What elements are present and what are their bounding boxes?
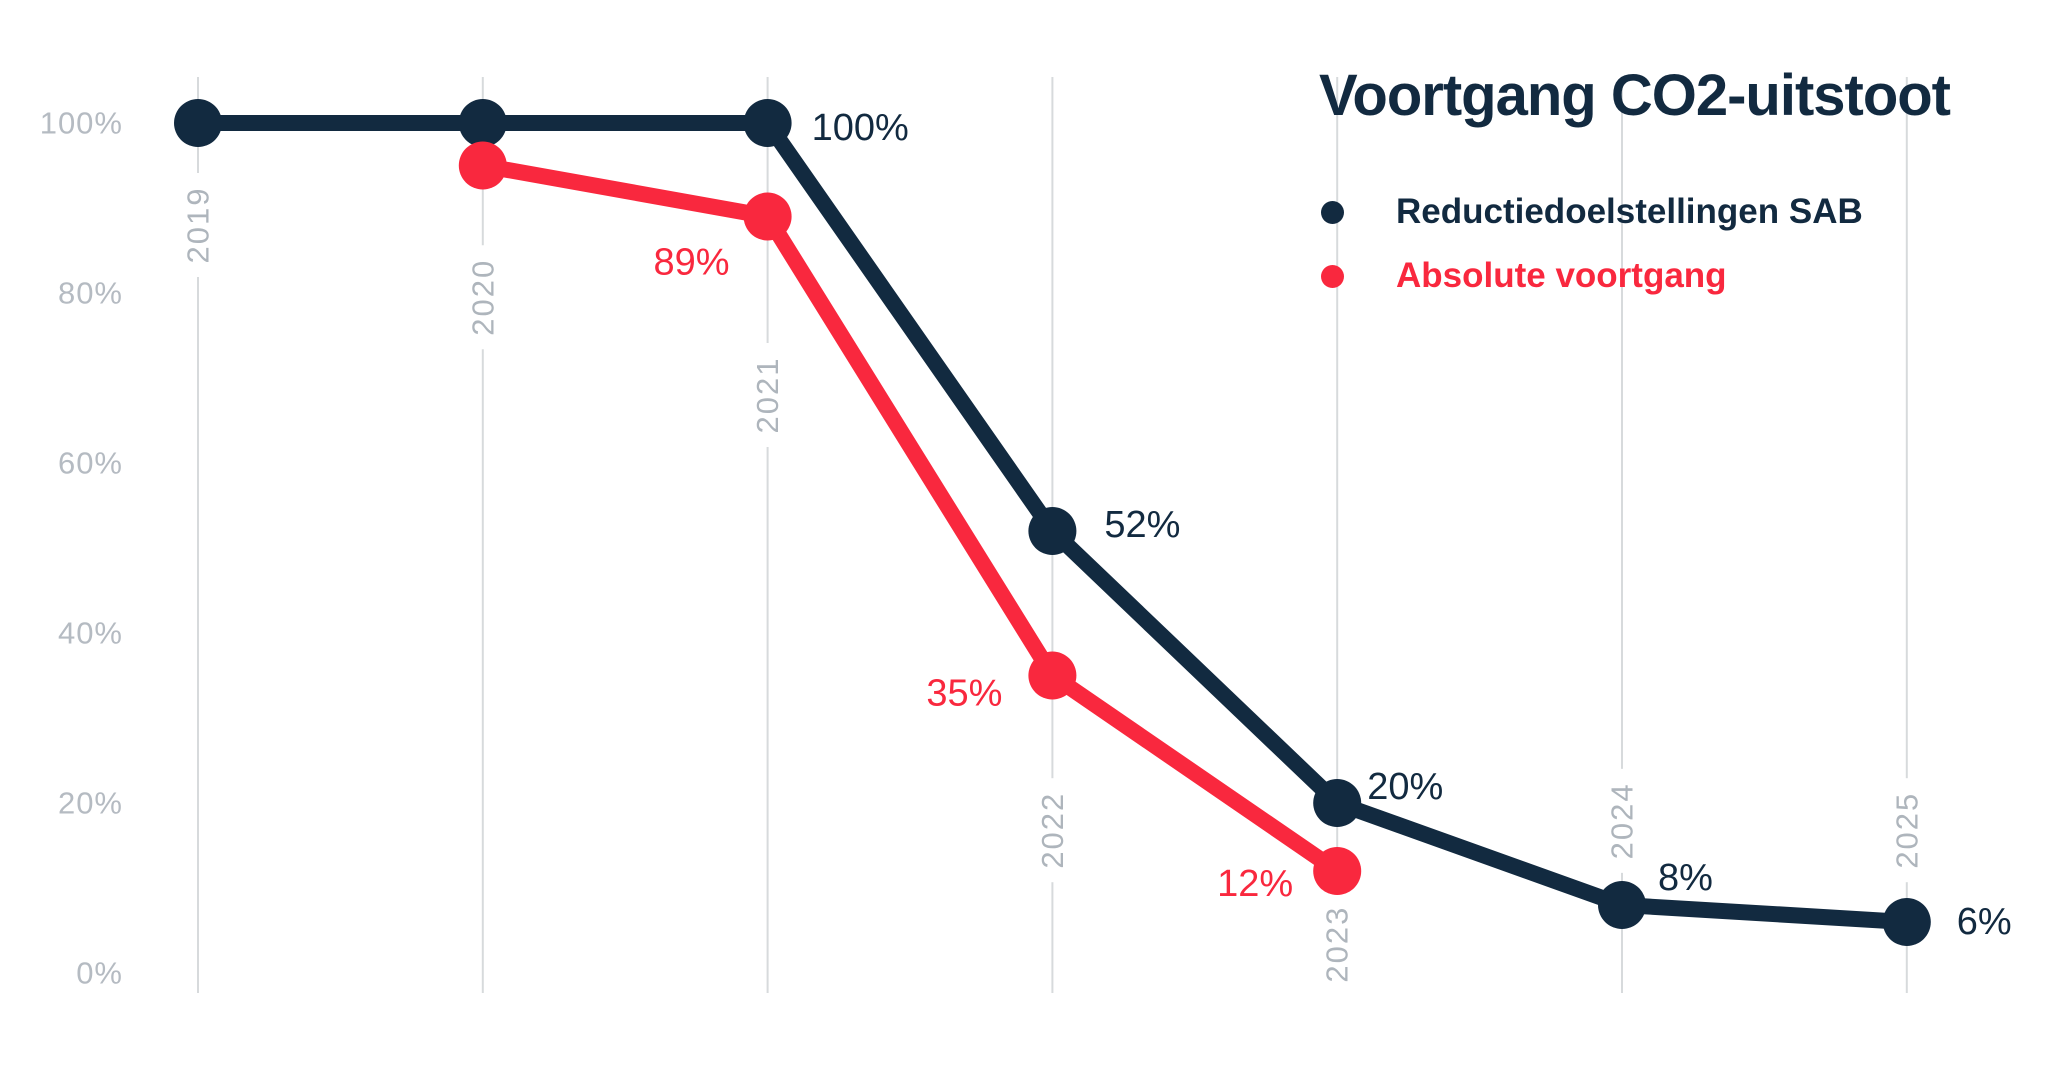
- data-label-2023-reductiedoelstellingen-sab: 20%: [1367, 766, 1443, 808]
- data-point-reductiedoelstellingen-sab-2023: [1313, 779, 1362, 827]
- legend-label-absolute-voortgang: Absolute voortgang: [1396, 256, 1727, 295]
- data-point-absolute-voortgang-2022: [1028, 651, 1077, 700]
- data-label-2021-absolute-voortgang: 89%: [654, 242, 730, 284]
- year-label-gap-2019: [179, 173, 217, 277]
- data-point-absolute-voortgang-2021: [743, 192, 792, 241]
- y-axis-tick-label-100: 100%: [40, 106, 123, 141]
- data-point-reductiedoelstellingen-sab-2022: [1028, 507, 1077, 555]
- chart-title: Voortgang CO2-uitstoot: [1319, 63, 1951, 128]
- chart-legend: Reductiedoelstellingen SAB Absolute voor…: [1321, 192, 1863, 296]
- year-label-gap-2022: [1033, 778, 1072, 883]
- legend-label-reductiedoelstellingen-sab: Reductiedoelstellingen SAB: [1396, 192, 1863, 231]
- year-label-gap-2023: [1318, 892, 1357, 997]
- legend-navy-dot-icon: [1321, 200, 1344, 224]
- legend-item-absolute-voortgang: Absolute voortgang: [1321, 256, 1863, 296]
- data-label-2023-absolute-voortgang: 12%: [1217, 863, 1293, 905]
- x-axis-year-label-2023: 2023: [1320, 906, 1355, 983]
- y-axis-tick-label-60: 60%: [58, 446, 123, 481]
- data-label-2022-reductiedoelstellingen-sab: 52%: [1104, 504, 1180, 546]
- y-axis-tick-label-20: 20%: [58, 786, 123, 821]
- year-label-gap-2025: [1887, 778, 1926, 883]
- year-label-gap-2021: [748, 343, 787, 447]
- y-axis-tick-label-0: 0%: [76, 956, 123, 991]
- x-axis-year-label-2025: 2025: [1889, 792, 1924, 869]
- data-label-2021-reductiedoelstellingen-sab: 100%: [812, 107, 909, 149]
- data-point-absolute-voortgang-2023: [1313, 847, 1362, 895]
- y-axis-tick-label-40: 40%: [58, 616, 123, 651]
- year-label-gap-2020: [463, 245, 502, 350]
- data-point-reductiedoelstellingen-sab-2020: [458, 99, 507, 147]
- year-label-gap-2024: [1603, 768, 1641, 873]
- x-axis-year-label-2022: 2022: [1035, 792, 1070, 869]
- legend-item-reductiedoelstellingen-sab: Reductiedoelstellingen SAB: [1321, 192, 1863, 232]
- data-point-absolute-voortgang-2020: [458, 141, 507, 190]
- data-point-reductiedoelstellingen-sab-2025: [1882, 898, 1931, 946]
- x-axis-year-label-2019: 2019: [181, 187, 216, 264]
- data-label-2022-absolute-voortgang: 35%: [926, 673, 1002, 715]
- data-point-reductiedoelstellingen-sab-2021: [743, 99, 792, 147]
- series-line-absolute-voortgang: [481, 157, 1342, 878]
- data-label-2025-reductiedoelstellingen-sab: 6%: [1957, 901, 2012, 943]
- data-point-reductiedoelstellingen-sab-2024: [1598, 881, 1646, 929]
- y-axis-tick-label-80: 80%: [58, 276, 123, 311]
- x-axis-year-label-2021: 2021: [750, 357, 785, 434]
- legend-red-dot-icon: [1321, 264, 1344, 288]
- data-label-2024-reductiedoelstellingen-sab: 8%: [1658, 857, 1713, 899]
- data-point-reductiedoelstellingen-sab-2019: [174, 99, 222, 147]
- x-axis-year-label-2020: 2020: [465, 259, 500, 336]
- x-axis-year-label-2024: 2024: [1605, 782, 1640, 859]
